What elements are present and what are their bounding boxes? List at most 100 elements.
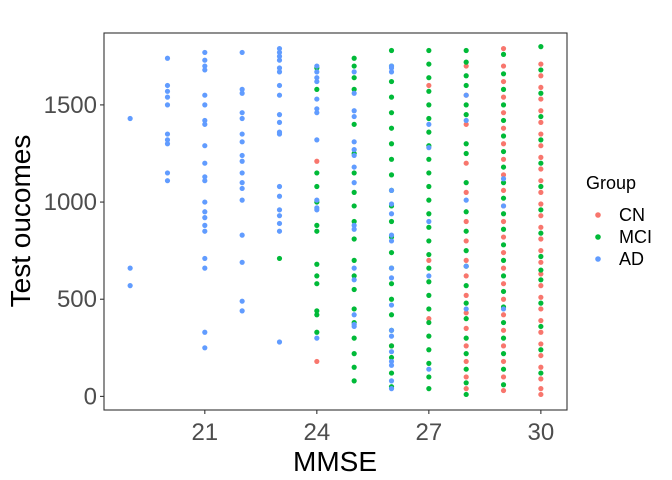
point-mci: [538, 44, 544, 50]
point-ad: [239, 152, 245, 159]
point-ad: [202, 117, 208, 124]
point-mci: [351, 306, 357, 312]
point-cn: [538, 224, 544, 230]
point-ad: [202, 345, 208, 351]
point-cn: [538, 294, 544, 300]
point-cn: [500, 156, 507, 162]
point-cn: [538, 341, 544, 347]
point-mci: [426, 88, 432, 94]
point-cn: [538, 306, 544, 312]
point-mci: [463, 248, 469, 254]
point-cn: [463, 238, 469, 244]
point-ad: [202, 199, 208, 205]
point-mci: [426, 211, 432, 217]
point-mci: [314, 329, 320, 335]
point-mci: [314, 281, 320, 287]
point-cn: [538, 352, 544, 359]
point-ad: [388, 302, 395, 308]
point-mci: [500, 226, 507, 232]
point-mci: [388, 141, 395, 147]
point-ad: [202, 228, 208, 234]
point-mci: [351, 351, 357, 357]
point-ad: [500, 176, 507, 182]
point-ad: [426, 366, 432, 372]
point-cn: [463, 310, 469, 316]
point-cn: [463, 374, 469, 380]
point-mci: [351, 189, 357, 195]
point-ad: [314, 75, 320, 81]
point-ad: [239, 308, 245, 314]
point-mci: [314, 222, 320, 228]
point-mci: [500, 148, 507, 155]
point-cn: [538, 154, 544, 160]
point-mci: [463, 335, 469, 341]
point-cn: [500, 78, 507, 85]
point-mci: [500, 211, 507, 217]
point-cn: [538, 213, 544, 219]
point-ad: [388, 358, 395, 365]
point-cn: [500, 234, 507, 240]
point-cn: [500, 281, 507, 287]
point-mci: [388, 281, 395, 287]
point-ad: [463, 263, 469, 269]
point-mci: [426, 170, 432, 176]
point-ad: [164, 82, 171, 89]
point-cn: [538, 271, 544, 277]
point-mci: [463, 73, 469, 79]
point-mci: [426, 129, 432, 135]
point-ad: [239, 185, 245, 192]
point-cn: [463, 273, 469, 279]
point-cn: [500, 249, 507, 256]
point-mci: [314, 170, 320, 176]
x-axis: 21 24 27 30: [191, 410, 554, 446]
point-mci: [500, 335, 507, 341]
point-mci: [351, 75, 357, 81]
y-tick-label: 1500: [44, 92, 97, 119]
point-cn: [500, 265, 507, 271]
point-ad: [239, 115, 245, 122]
legend-key-ad: [595, 256, 601, 262]
point-mci: [463, 209, 469, 215]
point-mci: [426, 292, 432, 298]
point-ad: [164, 55, 171, 61]
x-tick-label: 27: [415, 419, 442, 446]
point-cn: [500, 374, 507, 380]
point-ad: [276, 131, 283, 137]
point-ad: [388, 238, 395, 244]
y-tick-label: 0: [84, 383, 97, 410]
point-mci: [500, 273, 507, 279]
point-mci: [463, 366, 469, 372]
point-ad: [239, 86, 245, 92]
point-ad: [202, 63, 208, 69]
point-ad: [388, 211, 395, 217]
point-ad: [388, 201, 395, 207]
point-cn: [426, 257, 432, 263]
point-ad: [239, 110, 245, 116]
point-mci: [388, 218, 395, 225]
point-ad: [202, 178, 208, 184]
point-ad: [314, 137, 320, 143]
point-mci: [463, 283, 469, 289]
point-ad: [202, 209, 208, 215]
point-mci: [426, 319, 432, 326]
point-ad: [500, 306, 507, 312]
point-ad: [276, 69, 283, 75]
point-mci: [426, 279, 432, 285]
point-mci: [426, 224, 432, 230]
point-ad: [202, 67, 208, 73]
point-ad: [239, 139, 245, 145]
point-cn: [426, 82, 432, 89]
point-ad: [276, 57, 283, 63]
point-ad: [314, 78, 320, 85]
point-mci: [388, 125, 395, 131]
x-tick-label: 30: [528, 419, 555, 446]
point-mci: [351, 273, 357, 279]
point-mci: [351, 170, 357, 176]
point-ad: [276, 92, 283, 98]
point-cn: [500, 343, 507, 349]
point-ad: [351, 180, 357, 186]
point-ad: [351, 312, 357, 318]
point-cn: [538, 376, 544, 382]
